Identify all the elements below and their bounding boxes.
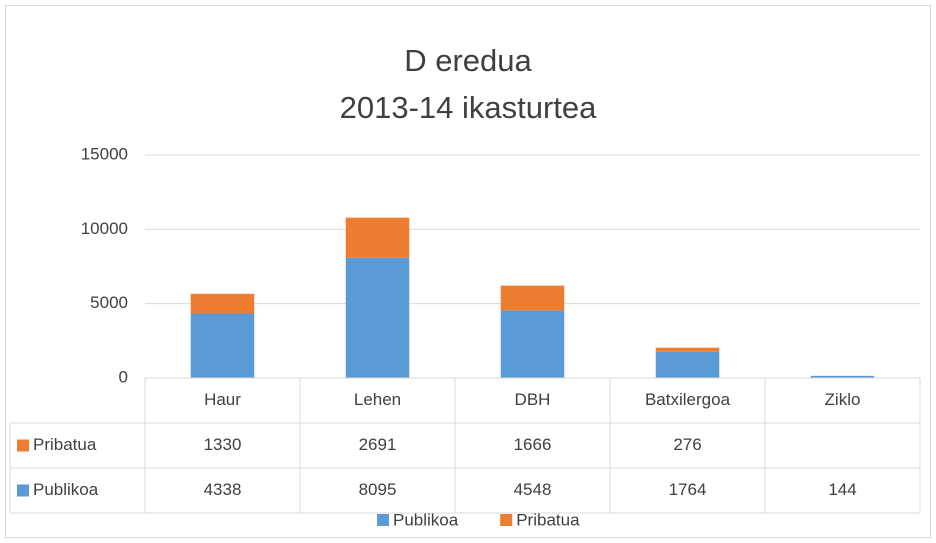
chart-subtitle: 2013-14 ikasturtea — [340, 90, 598, 125]
bar-segment — [345, 257, 410, 378]
table-value: 8095 — [359, 480, 397, 499]
legend-label: Publikoa — [393, 510, 459, 529]
table-row-label: Publikoa — [33, 480, 99, 499]
legend-label: Pribatua — [516, 510, 580, 529]
table-value: 4548 — [514, 480, 552, 499]
bar-segment — [190, 313, 255, 378]
bar-segment — [500, 285, 565, 311]
bar-segment — [500, 310, 565, 378]
x-tick-label: Haur — [204, 390, 241, 409]
x-tick-label: Ziklo — [825, 390, 861, 409]
table-value: 2691 — [359, 435, 397, 454]
bar-segment — [190, 293, 255, 314]
table-legend-key — [17, 439, 29, 452]
table-value: 1666 — [514, 435, 552, 454]
table-value: 1764 — [669, 480, 707, 499]
y-tick-label: 15000 — [81, 144, 128, 163]
table-legend-key — [17, 484, 29, 497]
bar-segment — [345, 217, 410, 258]
legend-key — [377, 514, 389, 526]
y-tick-label: 5000 — [90, 293, 128, 312]
chart-title: D eredua — [404, 43, 532, 78]
bar-segment — [655, 347, 720, 352]
x-tick-label: Lehen — [354, 390, 401, 409]
x-tick-label: Batxilergoa — [645, 390, 731, 409]
y-tick-label: 10000 — [81, 219, 128, 238]
x-tick-label: DBH — [515, 390, 551, 409]
table-row-label: Pribatua — [33, 435, 97, 454]
table-value: 144 — [828, 480, 856, 499]
table-value: 1330 — [204, 435, 242, 454]
bar-segment — [655, 351, 720, 378]
legend-key — [500, 514, 513, 526]
table-value: 4338 — [204, 480, 242, 499]
table-value: 276 — [673, 435, 701, 454]
y-tick-label: 0 — [119, 367, 128, 386]
bar-segment — [810, 375, 875, 378]
chart-border — [5, 5, 931, 538]
